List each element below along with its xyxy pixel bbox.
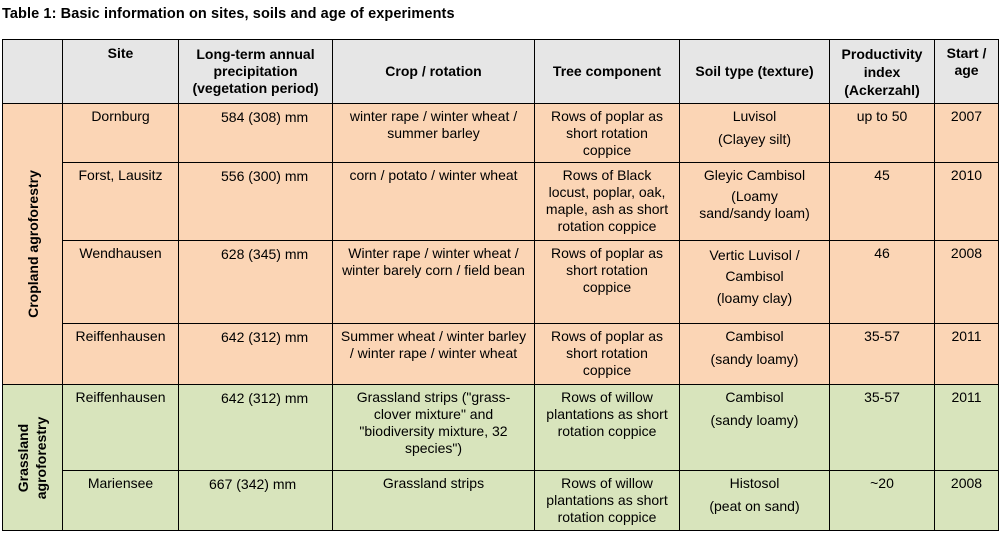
cell-productivity: 45 xyxy=(829,162,935,241)
table-row: Reiffenhausen 642 (312) mm Summer wheat … xyxy=(3,323,999,385)
header-tree-component: Tree component xyxy=(534,39,680,104)
group-label-grassland-line2: agroforestry xyxy=(33,416,50,499)
group-label-grassland: Grassland agroforestry xyxy=(2,384,63,531)
cell-productivity: 35-57 xyxy=(829,384,935,471)
cell-crop: Summer wheat / winter barley / winter ra… xyxy=(332,323,535,385)
cell-precipitation: 642 (312) mm xyxy=(178,384,333,471)
soil-texture: (Loamy sand/sandy loam) xyxy=(699,188,810,221)
header-start-age: Start / age xyxy=(934,39,999,104)
cell-site: Mariensee xyxy=(62,470,179,531)
cell-soil: Histosol (peat on sand) xyxy=(679,470,830,531)
cell-soil: Vertic Luvisol / Cambisol (loamy clay) xyxy=(679,240,830,324)
soil-type: Vertic Luvisol / Cambisol xyxy=(709,247,800,284)
cell-crop: Grassland strips xyxy=(332,470,535,531)
cell-tree: Rows of willow plantations as short rota… xyxy=(534,384,680,471)
cell-soil: Cambisol (sandy loamy) xyxy=(679,384,830,471)
cell-productivity: 46 xyxy=(829,240,935,324)
cell-tree: Rows of Black locust, poplar, oak, maple… xyxy=(534,162,680,241)
site-info-table: Site Long-term annual precipitation (veg… xyxy=(2,39,999,531)
cell-precipitation: 556 (300) mm xyxy=(178,162,333,241)
soil-texture: (Clayey silt) xyxy=(717,131,792,147)
cell-tree: Rows of poplar as short rotation coppice xyxy=(534,240,680,324)
cell-crop: Winter rape / winter wheat / winter bare… xyxy=(332,240,535,324)
group-label-cropland: Cropland agroforestry xyxy=(2,103,63,385)
cell-start: 2008 xyxy=(934,240,999,324)
header-precipitation: Long-term annual precipitation (vegetati… xyxy=(178,39,333,104)
cell-site: Reiffenhausen xyxy=(62,384,179,471)
cell-site: Reiffenhausen xyxy=(62,323,179,385)
soil-texture: (sandy loamy) xyxy=(710,412,799,428)
table-row: Mariensee 667 (342) mm Grassland strips … xyxy=(3,470,999,531)
cell-precipitation: 667 (342) mm xyxy=(178,470,333,531)
table-caption: Table 1: Basic information on sites, soi… xyxy=(2,6,455,22)
soil-type: Gleyic Cambisol xyxy=(703,167,806,183)
cell-site: Dornburg xyxy=(62,103,179,163)
soil-type: Histosol xyxy=(729,475,780,491)
cell-tree: Rows of poplar as short rotation coppice xyxy=(534,103,680,163)
header-group xyxy=(2,39,63,104)
group-label-cropland-text: Cropland agroforestry xyxy=(24,170,41,318)
cell-tree: Rows of poplar as short rotation coppice xyxy=(534,323,680,385)
cell-crop: Grassland strips ("grass-clover mixture"… xyxy=(332,384,535,471)
header-row: Site Long-term annual precipitation (veg… xyxy=(2,39,999,104)
cell-productivity: 35-57 xyxy=(829,323,935,385)
soil-type: Cambisol xyxy=(725,328,784,344)
cell-start: 2007 xyxy=(934,103,999,163)
cell-site: Forst, Lausitz xyxy=(62,162,179,241)
cell-productivity: up to 50 xyxy=(829,103,935,163)
cell-crop: winter rape / winter wheat / summer barl… xyxy=(332,103,535,163)
cell-productivity: ~20 xyxy=(829,470,935,531)
header-productivity-index: Productivity index (Ackerzahl) xyxy=(829,39,935,104)
cell-start: 2011 xyxy=(934,323,999,385)
soil-type: Luvisol xyxy=(732,108,777,124)
soil-texture: (loamy clay) xyxy=(716,290,793,306)
cell-precipitation: 584 (308) mm xyxy=(178,103,333,163)
cell-precipitation: 628 (345) mm xyxy=(178,240,333,324)
header-site: Site xyxy=(62,39,179,104)
cell-tree: Rows of willow plantations as short rota… xyxy=(534,470,680,531)
table-row: Grassland agroforestry Reiffenhausen 642… xyxy=(2,384,999,531)
soil-type: Cambisol xyxy=(725,389,784,405)
soil-texture: (peat on sand) xyxy=(709,498,800,514)
cell-precipitation: 642 (312) mm xyxy=(178,323,333,385)
cell-start: 2011 xyxy=(934,384,999,471)
cell-soil: Cambisol (sandy loamy) xyxy=(679,323,830,385)
table-row: Wendhausen 628 (345) mm Winter rape / wi… xyxy=(3,240,999,324)
header-soil-type: Soil type (texture) xyxy=(679,39,830,104)
cell-site: Wendhausen xyxy=(62,240,179,324)
cell-soil: Gleyic Cambisol (Loamy sand/sandy loam) xyxy=(679,162,830,241)
cell-start: 2010 xyxy=(934,162,999,241)
cell-soil: Luvisol (Clayey silt) xyxy=(679,103,830,163)
cell-crop: corn / potato / winter wheat xyxy=(332,162,535,241)
header-crop-rotation: Crop / rotation xyxy=(332,39,535,104)
cell-start: 2008 xyxy=(934,470,999,531)
group-label-grassland-line1: Grassland xyxy=(15,423,32,492)
soil-texture: (sandy loamy) xyxy=(710,351,799,367)
table-row: Cropland agroforestry Dornburg 584 (308)… xyxy=(2,103,999,385)
table-row: Forst, Lausitz 556 (300) mm corn / potat… xyxy=(3,162,999,241)
